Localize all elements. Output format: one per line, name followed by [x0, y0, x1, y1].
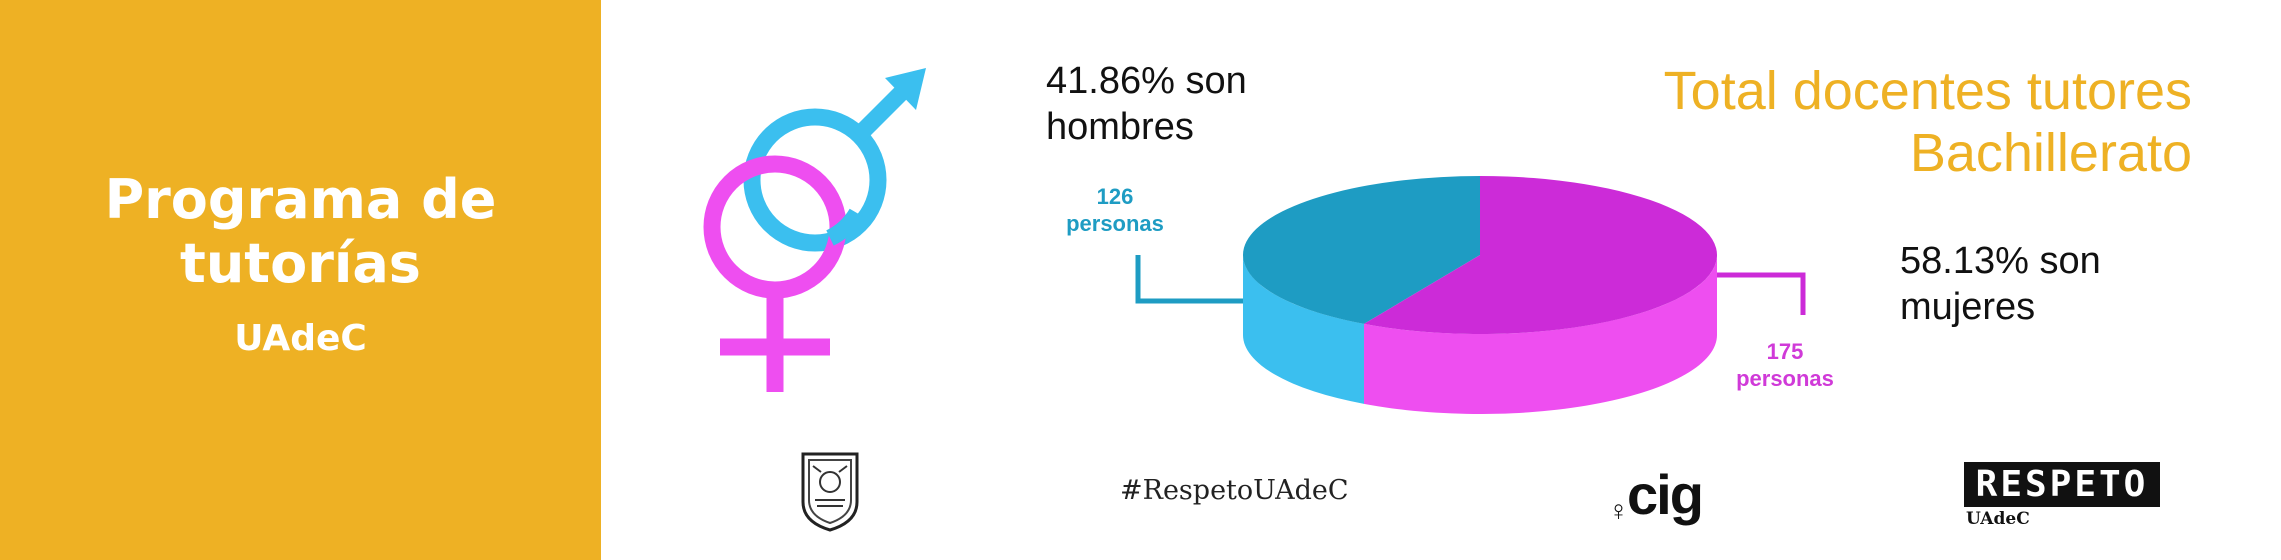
chart-heading-line1: Total docentes tutores — [1663, 61, 2192, 121]
men-percentage-line2: hombres — [1046, 106, 1194, 148]
respeto-text: RESPETO — [1964, 462, 2160, 507]
university-crest-icon — [801, 452, 859, 532]
banner-panel: Programa de tutorías UAdeC — [0, 0, 601, 560]
pie-chart — [1135, 176, 1806, 415]
banner-subtitle: UAdeC — [234, 318, 367, 359]
respeto-logo: RESPETO UAdeC — [1964, 462, 2160, 529]
women-count-value: 175 — [1766, 339, 1804, 364]
respeto-subtext: UAdeC — [1966, 509, 2030, 529]
male-symbol-icon — [743, 68, 926, 252]
pie-slice-hombres — [1243, 176, 1480, 324]
cig-text: cig — [1627, 463, 1704, 526]
women-leader-line — [1717, 272, 1806, 315]
chart-heading: Total docentes tutores Bachillerato — [1492, 60, 2192, 184]
banner-title: Programa de tutorías — [0, 168, 601, 296]
chart-heading-line2: Bachillerato — [1909, 123, 2192, 183]
pie-side-hombres — [1243, 255, 1365, 404]
women-percentage-line2: mujeres — [1900, 286, 2036, 328]
women-percentage: 58.13% son mujeres — [1900, 238, 2200, 330]
hashtag-text: #RespetoUAdeC — [1120, 475, 1349, 506]
men-percentage-line1: 41.86% son — [1046, 60, 1247, 102]
men-count-unit: personas — [1066, 211, 1164, 236]
banner-title-line1: Programa de — [104, 168, 497, 231]
female-symbol-icon — [703, 155, 847, 392]
banner-title-line2: tutorías — [180, 232, 421, 295]
cig-logo: ♀cig — [1608, 462, 1704, 527]
men-count-value: 126 — [1096, 184, 1134, 209]
women-count-label: 175 personas — [1720, 338, 1850, 392]
women-count-unit: personas — [1736, 366, 1834, 391]
men-percentage: 41.86% son hombres — [1046, 58, 1366, 150]
pie-slice-mujeres — [1364, 176, 1717, 334]
men-count-label: 126 personas — [1050, 183, 1180, 237]
women-percentage-line1: 58.13% son — [1900, 240, 2101, 282]
men-leader-line — [1135, 255, 1243, 304]
pie-side-mujeres — [1364, 255, 1717, 415]
female-mini-icon: ♀ — [1608, 495, 1629, 526]
gender-symbol-icon — [703, 68, 926, 392]
